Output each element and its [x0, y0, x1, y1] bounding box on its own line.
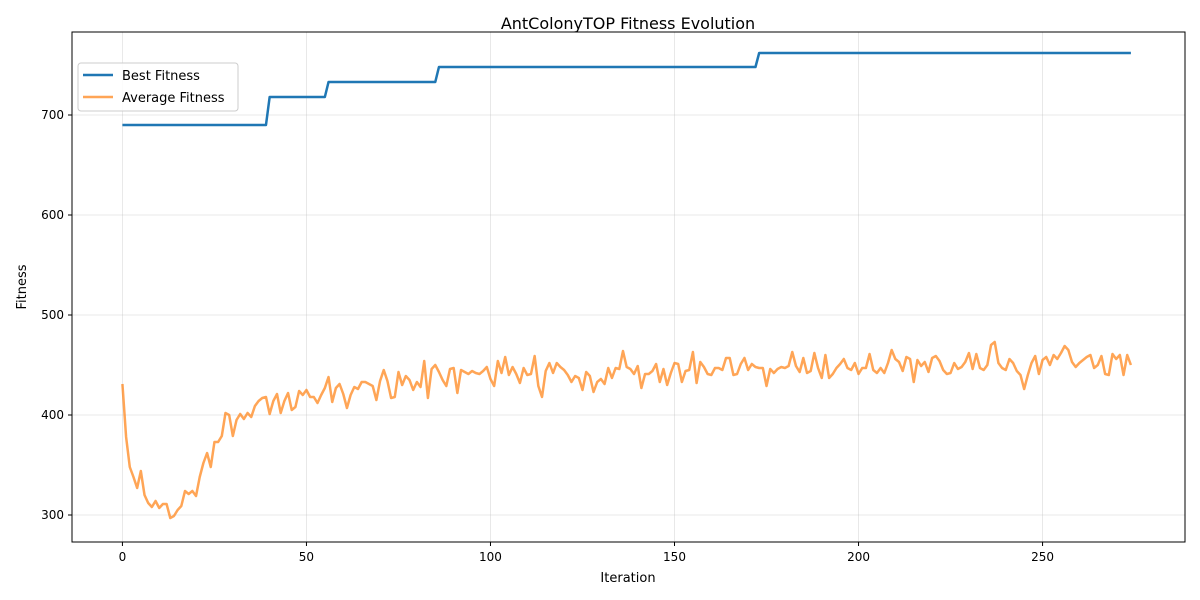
legend-label-best: Best Fitness: [122, 69, 200, 84]
x-tick-label: 250: [1031, 550, 1054, 564]
y-axis-label: Fitness: [15, 264, 30, 309]
series-layer: [121, 51, 1133, 520]
y-tick-label: 300: [41, 508, 64, 522]
series-line-best-fitness: [122, 51, 1131, 127]
plot-frame: [71, 31, 1186, 543]
x-tick-label: 0: [119, 550, 127, 564]
y-tick-label: 600: [41, 208, 64, 222]
legend: Best Fitness Average Fitness: [77, 62, 239, 112]
legend-label-average: Average Fitness: [122, 91, 225, 106]
x-tick-label: 100: [479, 550, 502, 564]
x-axis-label: Iteration: [600, 571, 655, 586]
y-tick-label: 700: [41, 108, 64, 122]
series-line-average-fitness: [121, 340, 1133, 520]
legend-box: [77, 62, 239, 112]
y-tick-label: 500: [41, 308, 64, 322]
y-tick-label: 400: [41, 408, 64, 422]
x-tick-label: 50: [299, 550, 314, 564]
grid-lines: [72, 32, 1185, 542]
x-tick-label: 200: [847, 550, 870, 564]
x-tick-label: 150: [663, 550, 686, 564]
axis-ticks: 0 50 100 150 200 250 300 400 500 600 700: [41, 108, 1054, 564]
chart-title: AntColonyTOP Fitness Evolution: [501, 14, 755, 33]
